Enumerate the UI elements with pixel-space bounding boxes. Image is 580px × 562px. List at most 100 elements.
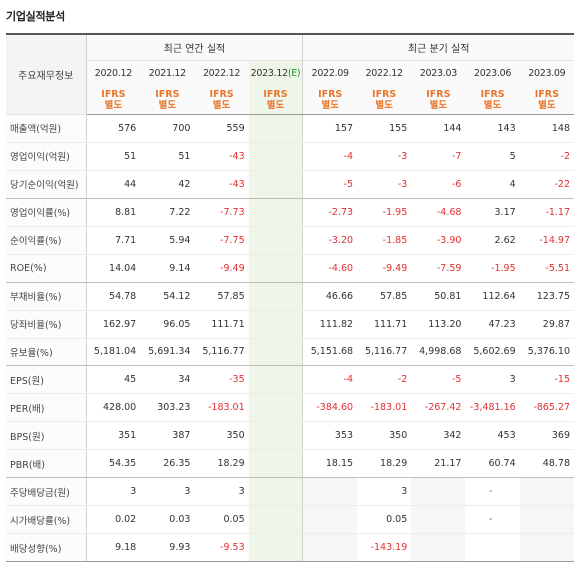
row-label: 부채비율(%) [6,282,87,311]
table-cell: 123.75 [519,282,574,311]
table-cell: 143 [465,114,520,143]
table-cell: -143.19 [357,533,412,562]
table-cell: 148 [519,114,574,143]
table-cell: 18.29 [357,449,412,479]
table-cell: - [465,477,520,507]
period-header: 2022.12 [194,60,249,86]
table-cell: 700 [140,114,195,143]
table-row: 시가배당률(%) 0.02 0.03 0.05 0.05- [6,505,574,535]
table-cell: 113.20 [411,310,466,339]
table-cell: 157 [302,114,358,143]
table-cell: 7.22 [140,198,195,227]
table-row: 순이익률(%) 7.71 5.94 -7.75 -3.20 -1.85 -3.90 2.62-… [6,226,574,255]
ifrs-badge: IFRS 별도 [194,86,249,115]
table-cell: 3 [194,477,249,507]
table-cell: 350 [357,421,412,451]
table-cell: -384.60 [302,393,358,423]
table-cell: 21.17 [411,449,466,479]
table-row: 당기순이익(억원) 44 42 -43 -5 -3 -6 4 -22 [6,170,574,199]
table-cell: 111.71 [357,310,412,339]
table-cell: 0.05 [357,505,412,535]
table-cell: -14.97 [519,226,574,255]
row-label: 당좌비율(%) [6,310,87,339]
table-cell: 3 [85,477,141,507]
ifrs-badge: IFRS 별도 [357,86,412,115]
table-cell: 18.15 [302,449,358,479]
table-cell: -3.20 [302,226,358,255]
table-cell: -9.49 [357,254,412,283]
table-cell: 5,691.34 [140,338,195,367]
ifrs-header-row: IFRS 별도 IFRS 별도 IFRS 별도 IFRS 별도 IFRS 별도 IFRS 별도 IFRS… [6,86,574,115]
row-label: 배당성향(%) [6,533,87,562]
table-cell: -5 [411,365,466,395]
table-cell: 50.81 [411,282,466,311]
table-cell: 5,116.77 [357,338,412,367]
table-cell: -865.27 [519,393,574,423]
table-cell [248,170,303,199]
table-cell: 144 [411,114,466,143]
row-label: 주당배당금(원) [6,477,87,507]
table-cell: 3 [140,477,195,507]
table-cell: 9.14 [140,254,195,283]
table-cell: -4 [302,365,358,395]
period-header: 2023.03 [411,60,466,86]
table-cell: -4.68 [411,198,466,227]
section-title: 기업실적분석 [6,10,65,23]
table-cell: 34 [140,365,195,395]
table-cell: -22 [519,170,574,199]
period-header: 2023.06 [465,60,520,86]
ifrs-badge: IFRS 별도 [248,86,303,115]
row-label: 순이익률(%) [6,226,87,255]
table-cell: 46.66 [302,282,358,311]
table-row: 매출액(억원) 576 700 559 157 155 144 143 148 [6,114,574,143]
table-cell: 29.87 [519,310,574,339]
table-cell: 5 [465,142,520,171]
period-header: 2023.12(E) [248,60,303,86]
annual-group-header: 최근 연간 실적 [85,33,303,61]
quarter-group-header: 최근 분기 실적 [302,33,574,61]
table-body: 매출액(억원) 576 700 559 157 155 144 143 148 영업이익(억원) 5… [6,114,574,562]
table-cell [248,226,303,255]
table-row: ROE(%) 14.04 9.14 -9.49 -4.60 -9.49 -7.59 -1.95… [6,254,574,283]
table-row: 영업이익(억원) 51 51 -43 -4 -3 -7 5 -2 [6,142,574,171]
table-cell [248,365,303,395]
period-header: 2021.12 [140,60,195,86]
table-cell [248,282,303,311]
table-cell: 9.18 [85,533,141,562]
table-cell: 44 [85,170,141,199]
table-cell [411,477,466,507]
table-cell: 5,602.69 [465,338,520,367]
table-cell [519,533,574,562]
ifrs-badge: IFRS 별도 [519,86,574,115]
table-cell: 4,998.68 [411,338,466,367]
row-label: BPS(원) [6,421,87,451]
period-header: 2022.12 [357,60,412,86]
table-cell: 453 [465,421,520,451]
table-cell: -9.49 [194,254,249,283]
table-cell: -3 [357,170,412,199]
table-cell: 111.82 [302,310,358,339]
table-row: PBR(배) 54.35 26.35 18.29 18.15 18.29 21.17 60.7… [6,449,574,479]
table-cell: 0.03 [140,505,195,535]
table-cell: 57.85 [357,282,412,311]
table-cell: -3,481.16 [465,393,520,423]
table-cell: 42 [140,170,195,199]
estimate-mark: (E) [287,68,301,79]
table-row: BPS(원) 351 387 350 353 350 342 453 369 [6,421,574,451]
table-cell: 111.71 [194,310,249,339]
table-cell: 2.62 [465,226,520,255]
table-cell: -1.95 [465,254,520,283]
table-cell [248,338,303,367]
period-header: 2023.09 [519,60,574,86]
table-cell: 350 [194,421,249,451]
table-cell: 57.85 [194,282,249,311]
table-cell: 112.64 [465,282,520,311]
row-label: PBR(배) [6,449,87,479]
table-cell: 3.17 [465,198,520,227]
period-header: 2020.12 [85,60,141,86]
table-cell: -7 [411,142,466,171]
table-cell [302,477,358,507]
table-cell: 369 [519,421,574,451]
row-label: 유보율(%) [6,338,87,367]
table-cell [302,533,358,562]
